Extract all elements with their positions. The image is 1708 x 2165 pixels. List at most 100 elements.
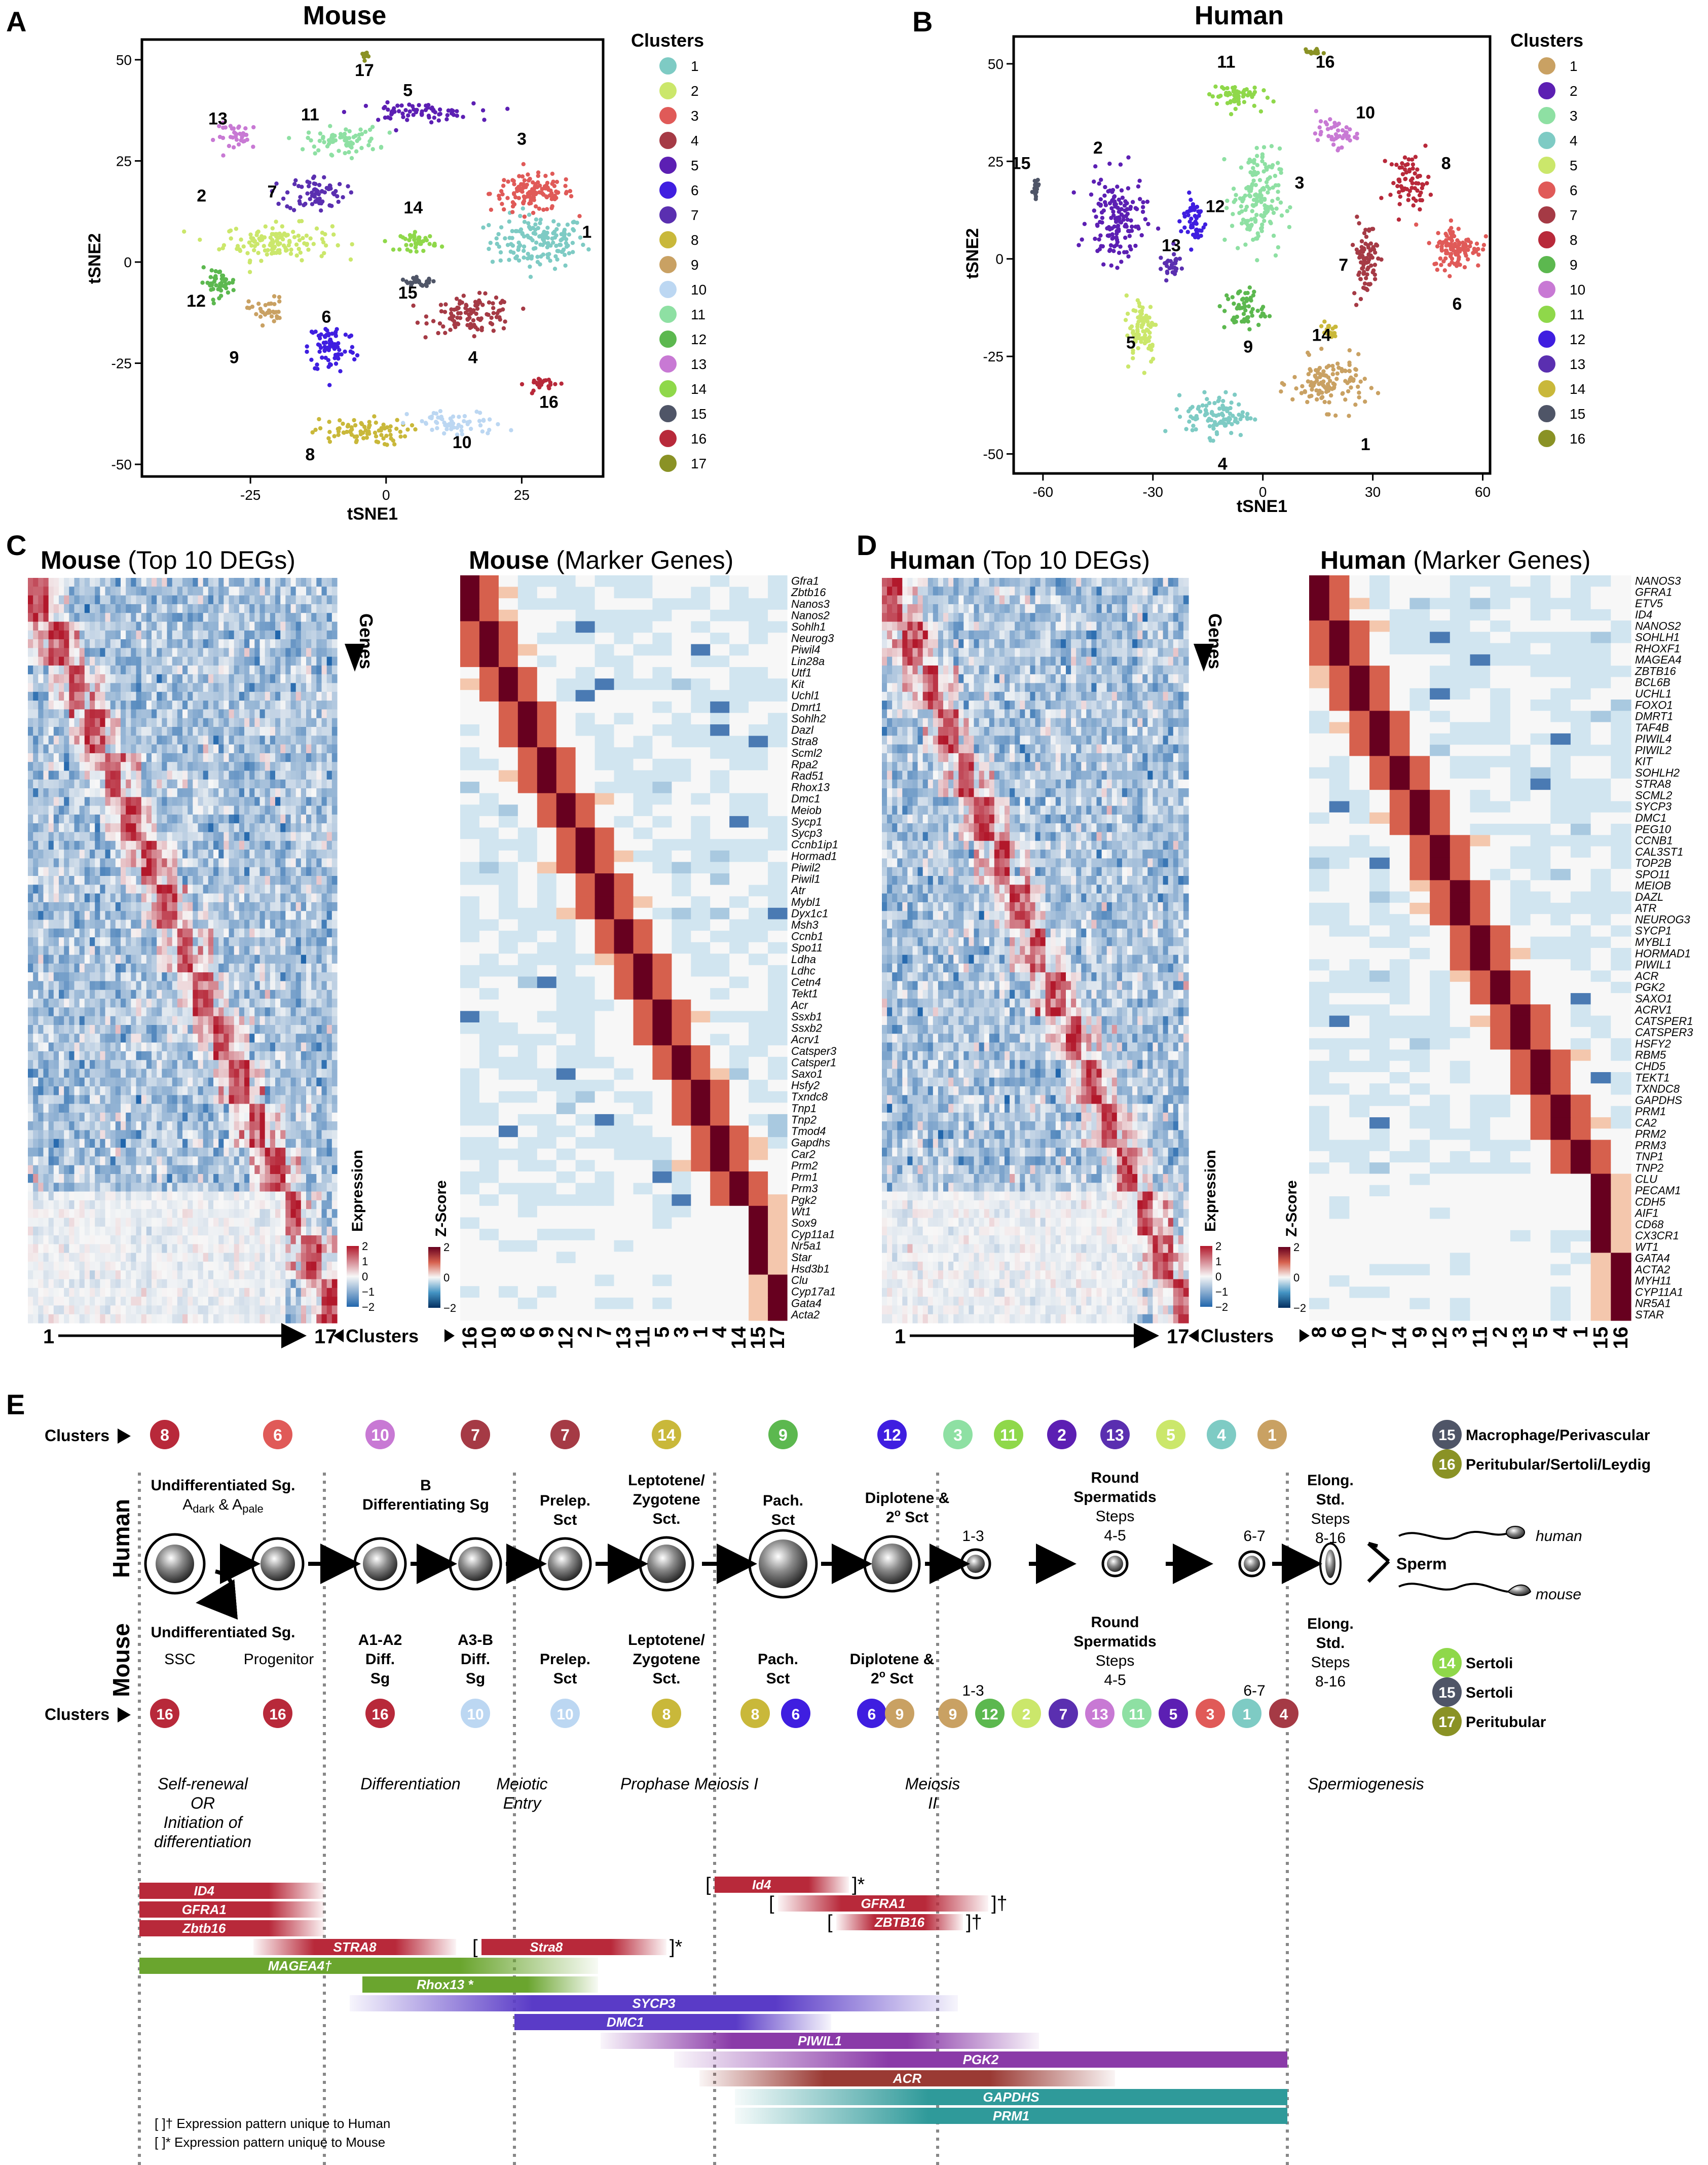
cluster-2-point [1119, 207, 1124, 211]
heatmap-cell [290, 911, 296, 921]
heatmap-cell [213, 814, 219, 824]
heatmap-cell [229, 876, 235, 885]
heatmap-cell [295, 595, 302, 605]
heatmap-cell [100, 578, 106, 587]
cluster-1-point [565, 223, 570, 227]
heatmap-cell [105, 648, 111, 657]
heatmap-cell [244, 639, 250, 648]
heatmap-cell [244, 823, 250, 833]
heatmap-cell [208, 586, 214, 596]
cluster-8-point [1394, 162, 1399, 167]
heatmap-cell [33, 814, 39, 824]
cluster-7-point [1350, 243, 1355, 247]
heatmap-cell [131, 920, 137, 929]
heatmap-cell [28, 876, 33, 885]
cluster-3-point [1251, 178, 1256, 183]
cluster-10-point [1333, 132, 1339, 137]
cluster-8-point [354, 439, 358, 445]
cluster-1-point [539, 254, 543, 259]
cluster-8-point [1413, 186, 1417, 191]
cluster-1-point [1280, 381, 1284, 386]
heatmap-cell [126, 779, 131, 789]
cluster-1-point [498, 258, 503, 263]
heatmap-cell [311, 718, 317, 727]
cluster-4-point [1188, 406, 1193, 411]
heatmap-cell [79, 727, 85, 736]
cluster-1-point [1343, 397, 1348, 402]
legend-label-14: 14 [691, 381, 707, 397]
cluster-1-point [578, 235, 583, 240]
cluster-5-point [1150, 356, 1156, 361]
cluster-4-point [1163, 429, 1168, 433]
cluster-8-point [1395, 184, 1400, 189]
heatmap-cell [326, 727, 332, 736]
cluster-3-point [550, 171, 555, 176]
heatmap-cell [172, 648, 178, 657]
heatmap-cell [326, 814, 332, 824]
heatmap-cell [193, 736, 199, 745]
heatmap-cell [244, 736, 250, 745]
heatmap-cell [131, 578, 137, 587]
heatmap-cell [270, 665, 276, 675]
heatmap-cell [234, 727, 240, 736]
heatmap-cell [244, 621, 250, 631]
heatmap-cell [90, 928, 95, 938]
cluster-1-point [1292, 375, 1297, 380]
heatmap-cell [152, 709, 157, 719]
cluster-10-point [480, 429, 485, 434]
cluster-3-point [533, 184, 537, 189]
heatmap-cell [331, 621, 338, 631]
heatmap-cell [59, 753, 64, 762]
heatmap-cell [43, 727, 49, 736]
heatmap-cell [64, 744, 69, 754]
heatmap-cell [295, 665, 302, 675]
heatmap-cell [90, 586, 95, 596]
heatmap-cell [115, 823, 121, 833]
heatmap-cell [84, 788, 90, 797]
heatmap-cell [229, 823, 235, 833]
heatmap-cell [59, 893, 64, 903]
heatmap-cell [321, 920, 327, 929]
heatmap-cell [126, 823, 131, 833]
cluster-3-point [1254, 145, 1259, 151]
cluster-7-point [1357, 270, 1362, 275]
heatmap-cell [306, 850, 312, 859]
heatmap-cell [249, 823, 255, 833]
heatmap-cell [182, 683, 188, 692]
cluster-2-point [1130, 200, 1135, 204]
cluster-8-point [410, 423, 415, 428]
heatmap-cell [213, 823, 219, 833]
heatmap-cell [79, 823, 85, 833]
heatmap-cell [301, 832, 307, 841]
cluster-5-point [1150, 343, 1155, 347]
heatmap-cell [275, 920, 281, 929]
heatmap-cell [131, 665, 137, 675]
heatmap-cell [110, 867, 116, 876]
heatmap-cell [306, 770, 312, 780]
heatmap-cell [95, 911, 100, 921]
heatmap-cell [213, 770, 219, 780]
heatmap-cell [172, 858, 178, 868]
cluster-11-point [1214, 101, 1219, 106]
heatmap-cell [280, 701, 286, 710]
heatmap-cell [224, 920, 230, 929]
heatmap-cell [59, 613, 64, 622]
heatmap-cell [100, 867, 106, 876]
cluster-3-point [1236, 246, 1240, 250]
heatmap-cell [249, 911, 255, 921]
cluster-5-point [438, 112, 442, 116]
heatmap-cell [157, 858, 162, 868]
heatmap-cell [198, 613, 204, 622]
heatmap-cell [146, 911, 152, 921]
heatmap-cell [254, 586, 261, 596]
heatmap-cell [229, 736, 235, 745]
heatmap-cell [213, 840, 219, 850]
heatmap-cell [301, 753, 307, 762]
cluster-5-point [395, 103, 400, 108]
cluster-5-point [423, 107, 428, 113]
heatmap-cell [162, 753, 168, 762]
heatmap-cell [74, 701, 80, 710]
cluster-11-point [344, 127, 348, 132]
cluster-3-point [1258, 198, 1263, 203]
heatmap-cell [285, 805, 291, 815]
